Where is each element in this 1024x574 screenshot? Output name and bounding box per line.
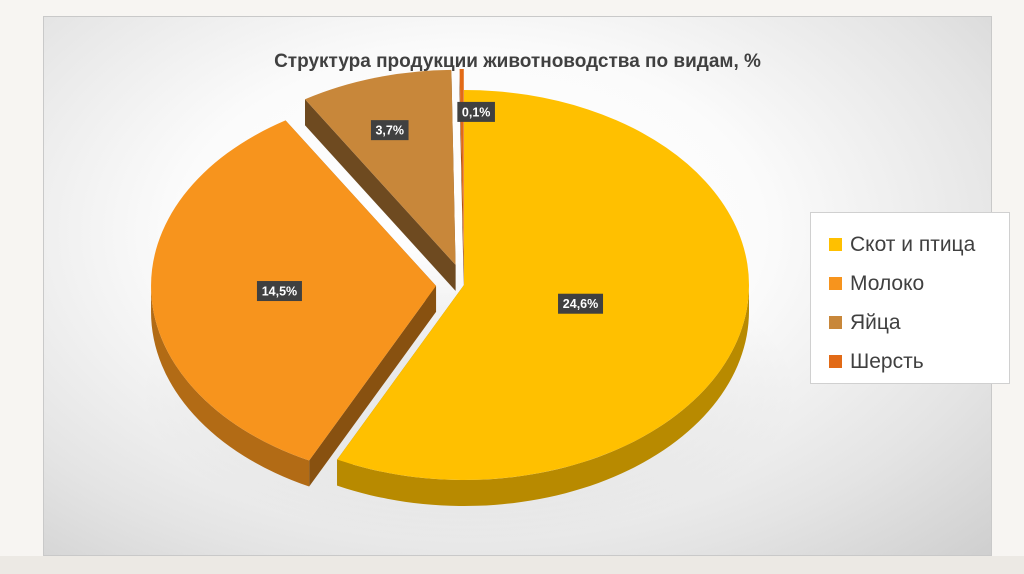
pie-slice-top — [459, 69, 464, 265]
legend-label: Молоко — [850, 271, 925, 295]
legend-label: Шерсть — [850, 349, 924, 373]
legend-swatch — [829, 316, 842, 329]
legend-swatch — [829, 355, 842, 368]
legend-item: Яйца — [811, 303, 1009, 342]
pie-slice — [337, 90, 749, 507]
legend-item: Скот и птица — [811, 225, 1009, 264]
pie-slice-wall — [309, 285, 437, 487]
pie-slice-wall — [304, 99, 456, 291]
data-label-box — [370, 120, 409, 141]
legend-item: Шерсть — [811, 342, 1009, 381]
legend-swatch — [829, 238, 842, 251]
pie-chart: 24,6% 14,5% 3,7% 0,1% — [139, 69, 799, 542]
legend-item: Молоко — [811, 264, 1009, 303]
data-label-box — [457, 101, 495, 122]
pie-slice-top — [337, 90, 749, 480]
pie-slice-top — [304, 69, 456, 265]
pie-slice-rim — [151, 285, 310, 487]
data-label-box — [558, 293, 604, 314]
pie-slice — [304, 69, 456, 291]
legend-label: Яйца — [850, 310, 901, 334]
data-label: 3,7% — [375, 124, 404, 138]
legend-swatch — [829, 277, 842, 290]
legend-label: Скот и птица — [850, 232, 976, 256]
data-label-box — [256, 281, 302, 302]
data-label: 24,6% — [563, 297, 598, 311]
chart-legend: Скот и птица Молоко Яйца Шерсть — [810, 212, 1010, 384]
pie-slice-rim — [337, 285, 749, 507]
data-label: 0,1% — [462, 105, 491, 119]
chart-area: Структура продукции животноводства по ви… — [43, 16, 1010, 556]
slide-bottom-band — [0, 556, 1024, 574]
data-label: 14,5% — [262, 285, 297, 299]
pie-slice-wall — [459, 69, 464, 291]
chart-title: Структура продукции животноводства по ви… — [274, 51, 761, 72]
